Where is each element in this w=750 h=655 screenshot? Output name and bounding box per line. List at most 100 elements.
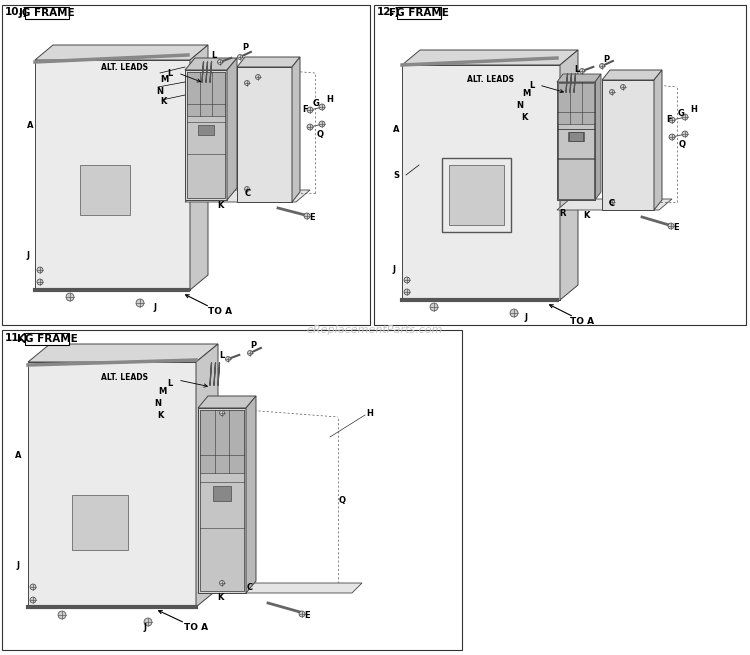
Text: C: C [609,198,615,208]
Text: H: H [326,96,334,105]
Text: L: L [219,350,225,360]
Bar [397,7,442,19]
Polygon shape [199,125,214,135]
Polygon shape [602,70,662,80]
Polygon shape [72,495,128,550]
Polygon shape [198,408,246,593]
Bar [2,5,370,325]
Text: J: J [26,250,29,259]
Polygon shape [200,410,244,591]
Polygon shape [185,70,227,200]
Polygon shape [213,486,231,500]
Polygon shape [402,50,578,65]
Text: K: K [217,200,223,210]
Polygon shape [246,396,256,593]
Polygon shape [35,60,190,290]
Text: K: K [217,593,223,601]
Polygon shape [187,72,225,198]
Text: TO A: TO A [570,318,594,326]
Text: Q: Q [316,130,323,140]
Text: L: L [167,69,172,79]
Polygon shape [558,83,594,199]
Text: ALT. LEADS: ALT. LEADS [101,373,148,381]
Text: A: A [393,126,399,134]
Text: K: K [160,98,166,107]
Polygon shape [198,396,256,408]
Circle shape [30,597,36,603]
Polygon shape [35,45,208,60]
Text: J: J [16,561,20,569]
Circle shape [620,84,626,90]
Circle shape [580,69,584,73]
Polygon shape [560,50,578,300]
Polygon shape [28,362,196,607]
Text: H: H [367,409,374,417]
Text: K: K [157,411,164,419]
Bar [374,5,746,325]
Bar [25,333,70,345]
Text: TO A: TO A [208,307,232,316]
Circle shape [682,131,688,137]
Polygon shape [557,82,595,123]
Text: J: J [524,314,527,322]
Text: K: K [520,113,527,121]
Circle shape [248,350,253,356]
Polygon shape [557,82,595,200]
Circle shape [404,289,410,295]
Circle shape [58,611,66,619]
Text: 11.): 11.) [5,333,28,343]
Text: ALT. LEADS: ALT. LEADS [467,75,514,83]
Text: F: F [302,105,307,115]
Text: FG FRAME: FG FRAME [389,8,449,18]
Polygon shape [557,82,595,200]
Polygon shape [185,58,237,70]
Text: J: J [154,303,157,312]
Text: N: N [517,100,524,109]
Polygon shape [449,165,504,225]
Circle shape [682,114,688,120]
Text: L: L [574,64,580,73]
Text: JG FRAME: JG FRAME [19,8,76,18]
Text: N: N [157,88,164,96]
Polygon shape [227,58,237,200]
Text: A: A [15,451,21,460]
Polygon shape [557,74,601,82]
Text: L: L [211,52,217,60]
Text: G: G [677,109,685,117]
Text: E: E [674,223,679,231]
Circle shape [226,356,230,362]
Circle shape [299,611,305,617]
Circle shape [220,580,224,586]
Circle shape [319,121,325,127]
Text: L: L [167,379,172,388]
Circle shape [136,299,144,307]
Polygon shape [237,57,300,67]
Polygon shape [196,344,218,607]
Text: E: E [309,212,315,221]
Polygon shape [558,83,594,124]
Text: F: F [666,115,672,124]
Circle shape [669,134,675,140]
Circle shape [668,223,674,229]
Circle shape [510,309,518,317]
Text: P: P [250,341,256,350]
Polygon shape [185,190,310,202]
Circle shape [238,54,242,60]
Circle shape [307,124,313,130]
Polygon shape [292,57,300,202]
Text: Q: Q [679,141,686,149]
Polygon shape [190,45,208,290]
Text: KG FRAME: KG FRAME [16,334,77,344]
Text: J: J [392,265,395,274]
Circle shape [244,81,250,86]
Polygon shape [200,410,244,474]
Bar [25,7,70,19]
Text: L: L [530,81,535,90]
Text: H: H [691,105,698,115]
Polygon shape [28,344,218,362]
Polygon shape [198,583,362,593]
Circle shape [30,584,36,590]
Text: eReplacementParts.com: eReplacementParts.com [307,325,443,335]
Text: A: A [27,121,33,130]
Text: R: R [559,208,566,217]
